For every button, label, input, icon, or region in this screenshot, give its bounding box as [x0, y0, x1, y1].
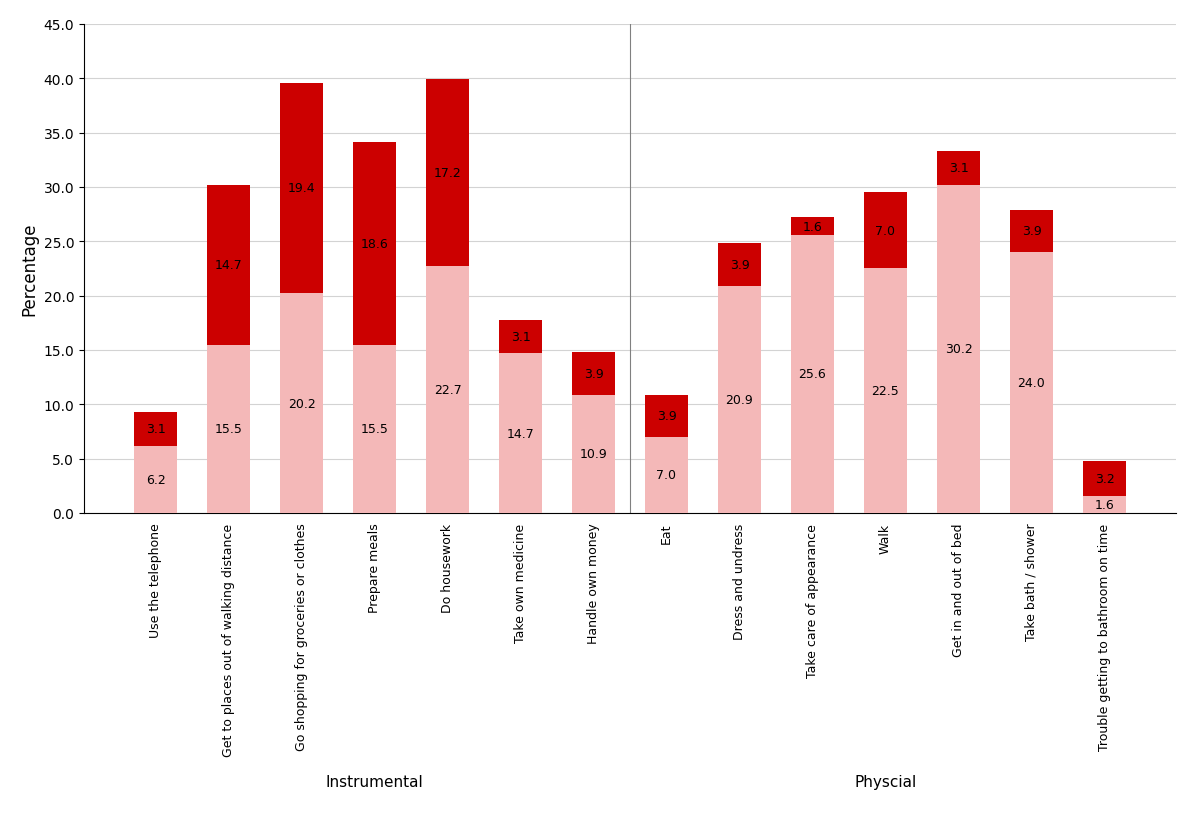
- Text: 3.9: 3.9: [583, 368, 604, 380]
- Text: 22.5: 22.5: [871, 385, 899, 397]
- Text: 20.2: 20.2: [288, 397, 316, 410]
- Bar: [353, 143, 396, 345]
- Text: Physcial: Physcial: [854, 774, 917, 790]
- Text: 22.7: 22.7: [433, 383, 461, 397]
- Text: 3.1: 3.1: [949, 162, 968, 176]
- Text: 17.2: 17.2: [433, 167, 461, 180]
- Text: 7.0: 7.0: [876, 224, 895, 238]
- Bar: [426, 80, 469, 267]
- Text: 25.6: 25.6: [799, 368, 827, 381]
- Text: 20.9: 20.9: [726, 393, 754, 407]
- Text: 3.9: 3.9: [656, 410, 677, 422]
- Text: 10.9: 10.9: [580, 448, 607, 460]
- Text: 3.9: 3.9: [730, 259, 749, 272]
- Text: 3.1: 3.1: [145, 423, 166, 436]
- Bar: [718, 244, 761, 286]
- Bar: [1009, 253, 1054, 513]
- Bar: [426, 267, 469, 513]
- Bar: [864, 193, 907, 269]
- Bar: [499, 354, 542, 513]
- Bar: [936, 185, 980, 513]
- Text: 1.6: 1.6: [1094, 498, 1115, 511]
- Text: 18.6: 18.6: [361, 238, 389, 251]
- Bar: [791, 218, 834, 235]
- Bar: [644, 437, 689, 513]
- Text: 1.6: 1.6: [803, 220, 822, 233]
- Text: 15.5: 15.5: [215, 423, 242, 436]
- Bar: [791, 235, 834, 513]
- Bar: [1082, 461, 1127, 496]
- Bar: [206, 345, 251, 513]
- Bar: [499, 320, 542, 354]
- Bar: [571, 395, 616, 513]
- Bar: [571, 353, 616, 395]
- Bar: [864, 269, 907, 513]
- Text: 6.2: 6.2: [145, 474, 166, 486]
- Text: 15.5: 15.5: [360, 423, 389, 436]
- Bar: [718, 286, 761, 513]
- Bar: [280, 294, 324, 513]
- Y-axis label: Percentage: Percentage: [20, 223, 38, 315]
- Bar: [280, 84, 324, 294]
- Bar: [133, 412, 178, 446]
- Bar: [206, 185, 251, 345]
- Bar: [133, 446, 178, 513]
- Text: 14.7: 14.7: [506, 427, 534, 440]
- Text: 3.2: 3.2: [1094, 472, 1115, 485]
- Text: 3.1: 3.1: [511, 330, 530, 344]
- Text: 24.0: 24.0: [1018, 377, 1045, 390]
- Bar: [1009, 210, 1054, 253]
- Text: 14.7: 14.7: [215, 259, 242, 272]
- Text: 3.9: 3.9: [1021, 225, 1042, 238]
- Bar: [353, 345, 396, 513]
- Bar: [936, 152, 980, 185]
- Text: 19.4: 19.4: [288, 182, 316, 195]
- Text: 30.2: 30.2: [944, 343, 972, 356]
- Bar: [1082, 496, 1127, 513]
- Text: 7.0: 7.0: [656, 469, 677, 482]
- Bar: [644, 395, 689, 437]
- Text: Instrumental: Instrumental: [325, 774, 424, 790]
